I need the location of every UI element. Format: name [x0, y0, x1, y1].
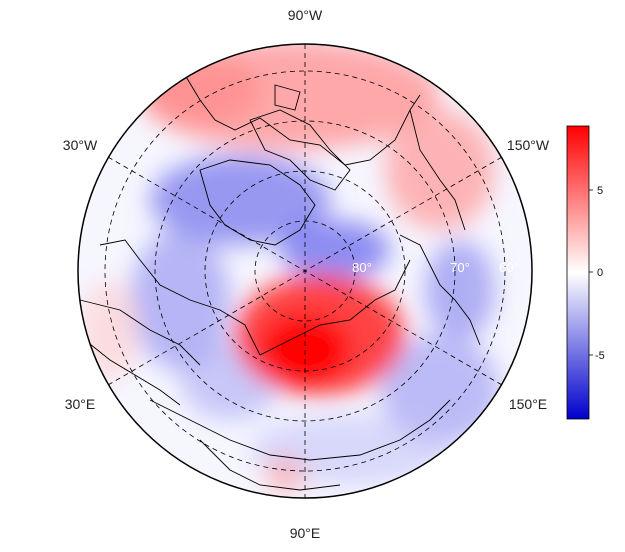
lon-label-90w: 90°W [288, 7, 323, 23]
graticule [104, 44, 506, 498]
lon-label-150e: 150°E [509, 396, 547, 412]
lon-label-150w: 150°W [507, 137, 550, 153]
lat-label-60: 60° [499, 260, 519, 275]
lat-circle-60 [154, 120, 456, 422]
lat-circle-80 [254, 220, 356, 322]
colorbar-tick-0: 0 [597, 267, 603, 279]
map-border [77, 43, 533, 499]
colorbar-tick-minus-5: -5 [595, 350, 605, 362]
colorbar-tick-5: 5 [597, 185, 603, 197]
anomaly-field [78, 44, 532, 498]
colorbar: 5 0 -5 [566, 125, 605, 420]
lon-label-30e: 30°E [65, 396, 96, 412]
colorbar-gradient [566, 125, 590, 420]
lat-label-70: 70° [450, 260, 470, 275]
lon-label-90e: 90°E [290, 525, 321, 541]
lon-label-30w: 30°W [63, 137, 98, 153]
lat-circle-50 [104, 70, 506, 472]
lat-label-80: 80° [352, 260, 372, 275]
